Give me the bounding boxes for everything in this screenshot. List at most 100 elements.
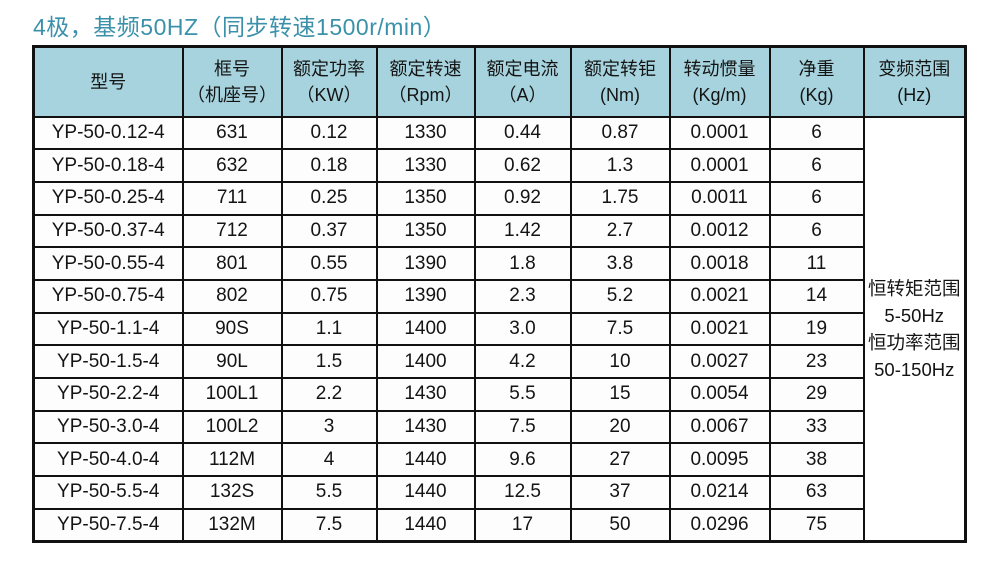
cell: 14 [768,278,865,314]
cell: YP-50-0.18-4 [32,148,184,183]
frequency-range-line: 恒功率范围 [867,331,961,353]
cell: 75 [768,507,865,543]
cell: YP-50-4.0-4 [32,442,184,478]
col-header-frame: 框号 （机座号） [181,45,283,118]
col-header-rated-torque: 额定转钜 (Nm) [569,45,671,118]
cell: 0.75 [280,278,378,314]
cell: 3.8 [569,246,671,281]
table-row: YP-50-0.18-4 632 0.18 1330 0.62 1.3 0.0001 6 [32,148,966,183]
cell: 63 [768,475,865,510]
table-row: YP-50-5.5-4 132S 5.5 1440 12.5 37 0.0214 63 [32,475,966,510]
col-header-frequency-range: 变频范围 (Hz) [862,45,967,118]
cell: 0.62 [473,148,572,183]
cell: 0.0021 [668,311,771,347]
cell: 1440 [375,475,476,510]
cell: YP-50-0.55-4 [32,246,184,281]
cell: 5.2 [569,278,671,314]
cell: 3 [280,409,378,445]
cell: 711 [181,180,283,216]
cell: YP-50-0.37-4 [32,213,184,249]
cell: 19 [768,311,865,347]
cell: YP-50-7.5-4 [32,507,184,543]
cell: 631 [181,115,283,151]
cell: 0.0054 [668,377,771,412]
cell: 0.0012 [668,213,771,249]
cell: 0.0018 [668,246,771,281]
header-line: 转动惯量 [683,58,756,79]
cell: 0.12 [280,115,378,151]
col-header-inertia: 转动惯量 (Kg/m) [668,45,771,118]
cell: 801 [181,246,283,281]
table-row: YP-50-3.0-4 100L2 3 1430 7.5 20 0.0067 33 [32,409,966,445]
cell: 0.18 [280,148,378,183]
cell: 0.0214 [668,475,771,510]
cell: 23 [768,344,865,379]
cell: 1330 [375,115,476,151]
cell: 0.55 [280,246,378,281]
header-row: 型号 框号 （机座号） 额定功率 （KW） 额定转速 （Rpm） 额定电流 （A… [32,45,967,118]
header-unit: (Kg/m) [692,84,747,105]
cell: YP-50-3.0-4 [32,409,184,445]
cell: 7.5 [280,507,378,543]
cell: YP-50-1.5-4 [32,344,184,379]
table-row: YP-50-0.12-4 631 0.12 1330 0.44 0.87 0.0001 6 恒转… [32,115,967,543]
cell: 1430 [375,377,476,412]
cell: 0.0067 [668,409,771,445]
cell: 5.5 [280,475,378,510]
table-row: YP-50-0.55-4 801 0.55 1390 1.8 3.8 0.0018 11 [32,246,966,281]
cell: 1350 [375,180,476,216]
table-row: YP-50-0.25-4 711 0.25 1350 0.92 1.75 0.0011 6 [32,180,966,216]
cell: 100L1 [181,377,283,412]
cell: 4 [280,442,378,478]
cell: 12.5 [473,475,572,510]
header-unit: （A） [498,84,547,105]
cell: 1390 [375,246,476,281]
cell: 0.0021 [668,278,771,314]
header-line: 框号 [214,58,250,79]
cell: 1.75 [569,180,671,216]
header-line: 额定电流 [486,58,559,79]
cell: 6 [768,148,865,183]
col-header-model: 型号 [32,45,184,118]
cell: 17 [473,507,572,543]
header-unit: (Nm) [600,84,640,105]
cell: 1.5 [280,344,378,379]
cell: 1330 [375,148,476,183]
motor-spec-table: 型号 框号 （机座号） 额定功率 （KW） 额定转速 （Rpm） 额定电流 （A… [32,45,967,543]
cell: YP-50-0.75-4 [32,278,184,314]
table-row: YP-50-0.75-4 802 0.75 1390 2.3 5.2 0.0021 14 [32,278,966,314]
frequency-range-line: 5-50Hz [884,304,945,326]
table-body: YP-50-0.12-4 631 0.12 1330 0.44 0.87 0.0001 6 恒转… [32,115,967,543]
cell: 90L [181,344,283,379]
cell: 0.92 [473,180,572,216]
cell: 1350 [375,213,476,249]
cell: 38 [768,442,865,478]
header-unit: （机座号） [187,84,277,105]
col-header-net-weight: 净重 (Kg) [768,45,865,118]
cell: 0.0095 [668,442,771,478]
cell: YP-50-0.25-4 [32,180,184,216]
cell: 2.2 [280,377,378,412]
header-unit: （Rpm） [388,84,463,105]
cell: 4.2 [473,344,572,379]
cell: 1400 [375,311,476,347]
cell: YP-50-2.2-4 [32,377,184,412]
cell: 33 [768,409,865,445]
header-line: 净重 [798,58,835,79]
header-line: 变频范围 [878,58,951,79]
cell: 100L2 [181,409,283,445]
cell: YP-50-0.12-4 [32,115,184,151]
cell: 132S [181,475,283,510]
cell: 9.6 [473,442,572,478]
cell: 0.0011 [668,180,771,216]
cell: 132M [181,507,283,543]
cell: 0.0296 [668,507,771,543]
frequency-range-line: 恒转矩范围 [867,277,961,299]
col-header-rated-speed: 额定转速 （Rpm） [375,45,476,118]
cell: 2.7 [569,213,671,249]
col-header-rated-current: 额定电流 （A） [473,45,572,118]
header-unit: (Kg) [799,84,834,105]
cell: YP-50-1.1-4 [32,311,184,347]
cell: 2.3 [473,278,572,314]
cell: 11 [768,246,865,281]
